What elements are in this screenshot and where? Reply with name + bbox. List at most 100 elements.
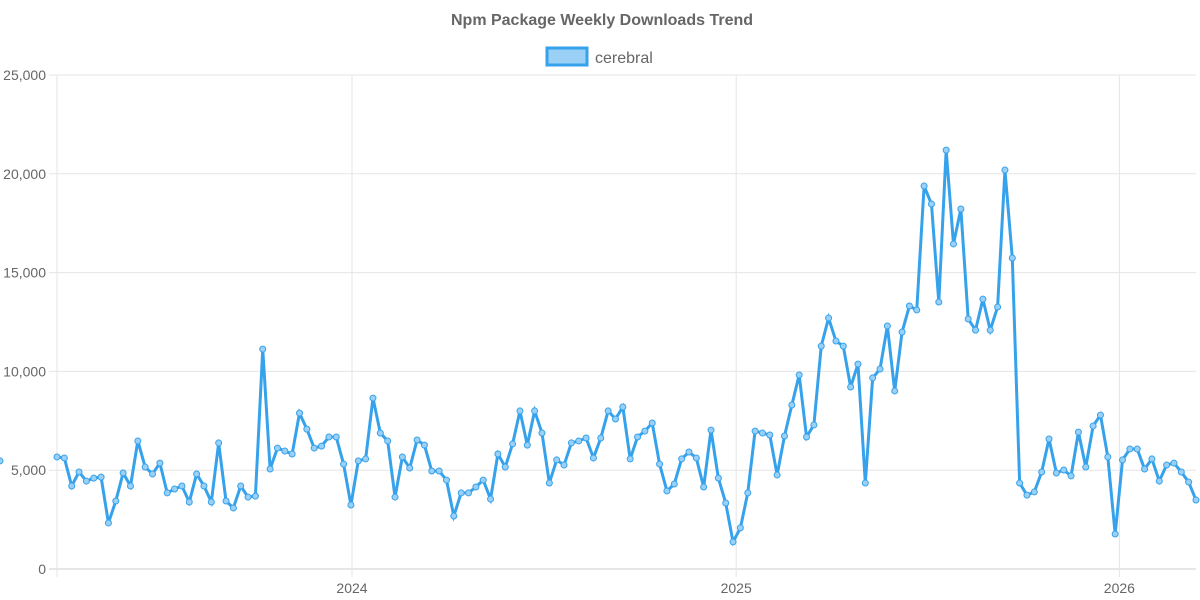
data-point[interactable] xyxy=(119,469,127,477)
data-point[interactable] xyxy=(200,482,208,490)
data-point[interactable] xyxy=(714,474,722,482)
data-point[interactable] xyxy=(803,433,811,441)
data-point[interactable] xyxy=(354,457,362,465)
data-point[interactable] xyxy=(149,470,157,478)
data-point[interactable] xyxy=(935,298,943,306)
data-point[interactable] xyxy=(648,419,656,427)
data-point[interactable] xyxy=(362,455,370,463)
data-point[interactable] xyxy=(619,403,627,411)
data-point[interactable] xyxy=(1089,422,1097,430)
data-point[interactable] xyxy=(986,326,994,334)
data-point[interactable] xyxy=(604,407,612,415)
data-point[interactable] xyxy=(972,326,980,334)
data-point[interactable] xyxy=(634,433,642,441)
data-point[interactable] xyxy=(472,483,480,491)
data-point[interactable] xyxy=(964,315,972,323)
data-point[interactable] xyxy=(288,450,296,458)
data-point[interactable] xyxy=(1074,428,1082,436)
data-point[interactable] xyxy=(736,524,744,532)
data-point[interactable] xyxy=(501,463,509,471)
legend[interactable]: cerebral xyxy=(545,46,653,67)
data-point[interactable] xyxy=(1185,478,1193,486)
data-point[interactable] xyxy=(215,439,223,447)
data-point[interactable] xyxy=(435,467,443,475)
data-point[interactable] xyxy=(82,477,90,485)
data-point[interactable] xyxy=(516,407,524,415)
data-point[interactable] xyxy=(531,407,539,415)
data-point[interactable] xyxy=(839,342,847,350)
data-point[interactable] xyxy=(457,489,465,497)
data-point[interactable] xyxy=(979,295,987,303)
data-point[interactable] xyxy=(1133,445,1141,453)
data-point[interactable] xyxy=(1008,254,1016,262)
data-point[interactable] xyxy=(266,465,274,473)
data-point[interactable] xyxy=(126,482,134,490)
data-point[interactable] xyxy=(1067,472,1075,480)
data-point[interactable] xyxy=(751,427,759,435)
data-point[interactable] xyxy=(332,433,340,441)
data-point[interactable] xyxy=(185,498,193,506)
data-point[interactable] xyxy=(1163,461,1171,469)
data-point[interactable] xyxy=(420,441,428,449)
data-point[interactable] xyxy=(898,328,906,336)
data-point[interactable] xyxy=(927,200,935,208)
data-point[interactable] xyxy=(876,365,884,373)
data-point[interactable] xyxy=(692,454,700,462)
data-point[interactable] xyxy=(318,442,326,450)
data-point[interactable] xyxy=(663,487,671,495)
data-point[interactable] xyxy=(406,464,414,472)
data-point[interactable] xyxy=(553,456,561,464)
data-point[interactable] xyxy=(325,433,333,441)
data-point[interactable] xyxy=(1060,466,1068,474)
data-point[interactable] xyxy=(1148,455,1156,463)
data-point[interactable] xyxy=(1082,463,1090,471)
data-point[interactable] xyxy=(626,455,634,463)
data-point[interactable] xyxy=(1104,453,1112,461)
data-point[interactable] xyxy=(251,492,259,500)
data-point[interactable] xyxy=(428,467,436,475)
data-point[interactable] xyxy=(758,429,766,437)
data-point[interactable] xyxy=(523,441,531,449)
data-point[interactable] xyxy=(0,457,4,465)
data-point[interactable] xyxy=(722,499,730,507)
data-point[interactable] xyxy=(1111,530,1119,538)
data-point[interactable] xyxy=(729,538,737,546)
data-point[interactable] xyxy=(244,493,252,501)
data-point[interactable] xyxy=(141,463,149,471)
data-point[interactable] xyxy=(97,473,105,481)
data-point[interactable] xyxy=(340,460,348,468)
data-point[interactable] xyxy=(281,447,289,455)
data-point[interactable] xyxy=(1126,445,1134,453)
data-point[interactable] xyxy=(861,479,869,487)
data-point[interactable] xyxy=(384,437,392,445)
data-point[interactable] xyxy=(1023,491,1031,499)
data-point[interactable] xyxy=(560,461,568,469)
data-point[interactable] xyxy=(60,454,68,462)
data-point[interactable] xyxy=(641,427,649,435)
data-point[interactable] xyxy=(273,444,281,452)
data-point[interactable] xyxy=(303,425,311,433)
data-point[interactable] xyxy=(656,460,664,468)
data-point[interactable] xyxy=(1177,468,1185,476)
data-point[interactable] xyxy=(913,306,921,314)
data-point[interactable] xyxy=(171,485,179,493)
data-point[interactable] xyxy=(670,480,678,488)
data-point[interactable] xyxy=(766,431,774,439)
data-point[interactable] xyxy=(442,476,450,484)
data-point[interactable] xyxy=(817,342,825,350)
data-point[interactable] xyxy=(957,205,965,213)
data-point[interactable] xyxy=(832,337,840,345)
data-point[interactable] xyxy=(744,489,752,497)
data-point[interactable] xyxy=(1141,465,1149,473)
data-point[interactable] xyxy=(567,439,575,447)
data-point[interactable] xyxy=(810,421,818,429)
data-point[interactable] xyxy=(509,440,517,448)
data-point[interactable] xyxy=(869,374,877,382)
data-point[interactable] xyxy=(950,240,958,248)
data-point[interactable] xyxy=(1045,435,1053,443)
data-point[interactable] xyxy=(1052,469,1060,477)
data-point[interactable] xyxy=(391,493,399,501)
data-point[interactable] xyxy=(376,429,384,437)
data-point[interactable] xyxy=(494,450,502,458)
data-point[interactable] xyxy=(1030,488,1038,496)
